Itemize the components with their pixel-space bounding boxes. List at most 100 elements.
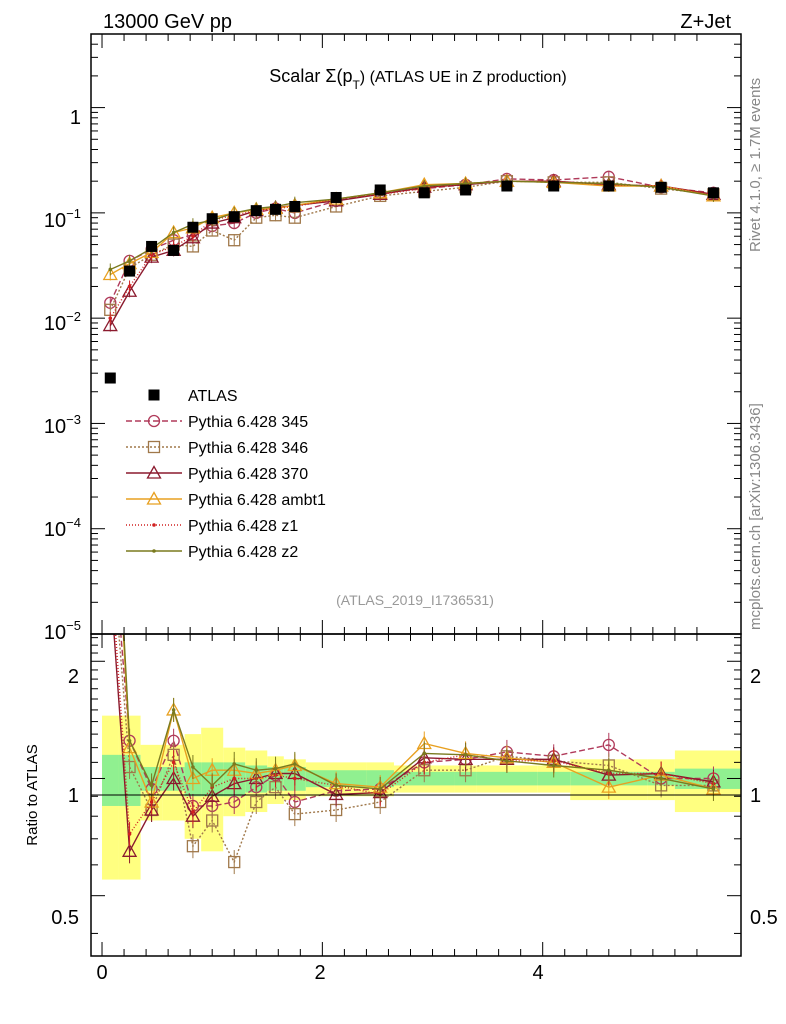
ratio-point xyxy=(191,810,195,814)
ratio-point xyxy=(254,768,259,773)
data-point xyxy=(171,230,176,235)
ratio-point xyxy=(185,770,201,785)
ratio-point xyxy=(127,738,132,743)
ratio-point xyxy=(105,501,116,512)
series-line-pythia-6-428-ambt1 xyxy=(109,180,714,276)
data-point xyxy=(121,283,138,297)
y-tick-label: 10−4 xyxy=(44,515,81,541)
legend-entry: ATLAS xyxy=(148,388,238,405)
ratio-point xyxy=(288,807,301,821)
ratio-tick-label-left: 1 xyxy=(68,785,79,807)
data-point xyxy=(143,249,160,263)
legend-marker xyxy=(148,389,160,401)
ratio-point xyxy=(711,787,716,791)
title-main: Scalar Σ(p xyxy=(269,66,352,86)
legend-label: Pythia 6.428 345 xyxy=(188,414,308,431)
ratio-point xyxy=(149,800,154,804)
ratio-band-inner xyxy=(537,771,571,786)
series-line-pythia-6-428-z1 xyxy=(109,180,714,319)
data-point xyxy=(104,372,116,384)
data-point xyxy=(460,184,472,196)
ratio-point xyxy=(191,765,195,769)
ratio-point xyxy=(104,575,117,587)
rivet-label: Rivet 4.1.0, ≥ 1.7M events xyxy=(747,78,764,252)
ratio-point xyxy=(228,855,241,869)
ratio-point xyxy=(166,770,182,785)
ratio-point xyxy=(601,779,617,793)
data-point xyxy=(270,203,282,215)
legend-marker xyxy=(152,523,156,527)
legend-entry: Pythia 6.428 346 xyxy=(126,440,308,457)
legend-entry: Pythia 6.428 345 xyxy=(126,414,308,431)
data-point xyxy=(187,221,199,233)
header-left: 13000 GeV pp xyxy=(103,11,232,33)
ratio-point xyxy=(228,795,241,809)
legend-label: Pythia 6.428 346 xyxy=(188,440,308,457)
data-point xyxy=(149,252,154,257)
legend-label: Pythia 6.428 z1 xyxy=(188,518,298,535)
legend-label: Pythia 6.428 ambt1 xyxy=(188,492,326,509)
ratio-point xyxy=(149,783,154,788)
title-tail: ) (ATLAS UE in Z production) xyxy=(360,69,567,86)
ratio-series xyxy=(104,391,722,875)
legend-label: ATLAS xyxy=(188,388,238,405)
data-point xyxy=(501,180,513,192)
series-line-pythia-6-428-z2 xyxy=(110,180,714,271)
data-point xyxy=(603,180,615,192)
ratio-point xyxy=(463,753,468,757)
ratio-point xyxy=(204,788,220,802)
data-point xyxy=(127,284,132,289)
data-point xyxy=(108,316,113,320)
ratio-point xyxy=(143,802,160,816)
ratio-point xyxy=(505,759,509,763)
data-point xyxy=(422,184,427,188)
data-point xyxy=(289,200,301,212)
axis-ticks xyxy=(91,33,741,956)
legend-entry: Pythia 6.428 ambt1 xyxy=(126,491,326,509)
legend-entry: Pythia 6.428 370 xyxy=(126,465,308,483)
data-point xyxy=(146,240,158,252)
data-point xyxy=(463,181,468,186)
data-point xyxy=(191,234,195,239)
data-point xyxy=(707,187,719,199)
ratio-tick-label-left: 2 xyxy=(68,666,79,688)
ratio-point xyxy=(108,555,112,559)
ratio-ylabel: Ratio to ATLAS xyxy=(24,744,41,845)
ratio-point xyxy=(422,751,427,756)
header-right: Z+Jet xyxy=(680,11,731,33)
ratio-point xyxy=(378,787,382,791)
ratio-tick-label-right: 0.5 xyxy=(750,907,778,929)
legend-marker xyxy=(146,465,162,479)
data-point xyxy=(418,187,430,199)
ratio-point xyxy=(186,840,200,853)
main-series xyxy=(102,170,722,384)
title-sub: T xyxy=(352,78,360,92)
data-point xyxy=(206,213,218,225)
data-point xyxy=(374,184,386,196)
ratio-point xyxy=(104,391,117,403)
y-tick-label: 10−3 xyxy=(44,412,81,438)
data-point xyxy=(250,205,262,217)
legend-marker xyxy=(147,414,161,428)
legend-entry: Pythia 6.428 z1 xyxy=(126,518,298,535)
ratio-point xyxy=(293,776,297,781)
ratio-point xyxy=(328,786,344,801)
mcplots-label: mcplots.cern.ch [arXiv:1306.3436] xyxy=(747,403,764,630)
data-point xyxy=(228,234,241,247)
y-tick-label: 10−5 xyxy=(44,618,81,644)
ratio-point xyxy=(602,738,615,752)
ratio-tick-labels: 2 1 0.5 2 1 0.5 xyxy=(51,666,778,929)
ratio-point xyxy=(232,776,237,781)
analysis-label: (ATLAS_2019_I1736531) xyxy=(336,592,494,608)
data-point xyxy=(102,317,118,332)
legend-entry: Pythia 6.428 z2 xyxy=(126,544,298,561)
ratio-frame xyxy=(90,633,742,957)
ratio-bands xyxy=(102,715,741,880)
x-tick-label: 2 xyxy=(314,962,325,984)
ratio-point xyxy=(232,762,237,766)
legend-marker xyxy=(147,440,161,454)
data-point xyxy=(228,211,240,223)
ratio-band-inner xyxy=(102,754,119,806)
series-line-pythia-6-428-370 xyxy=(109,180,714,326)
